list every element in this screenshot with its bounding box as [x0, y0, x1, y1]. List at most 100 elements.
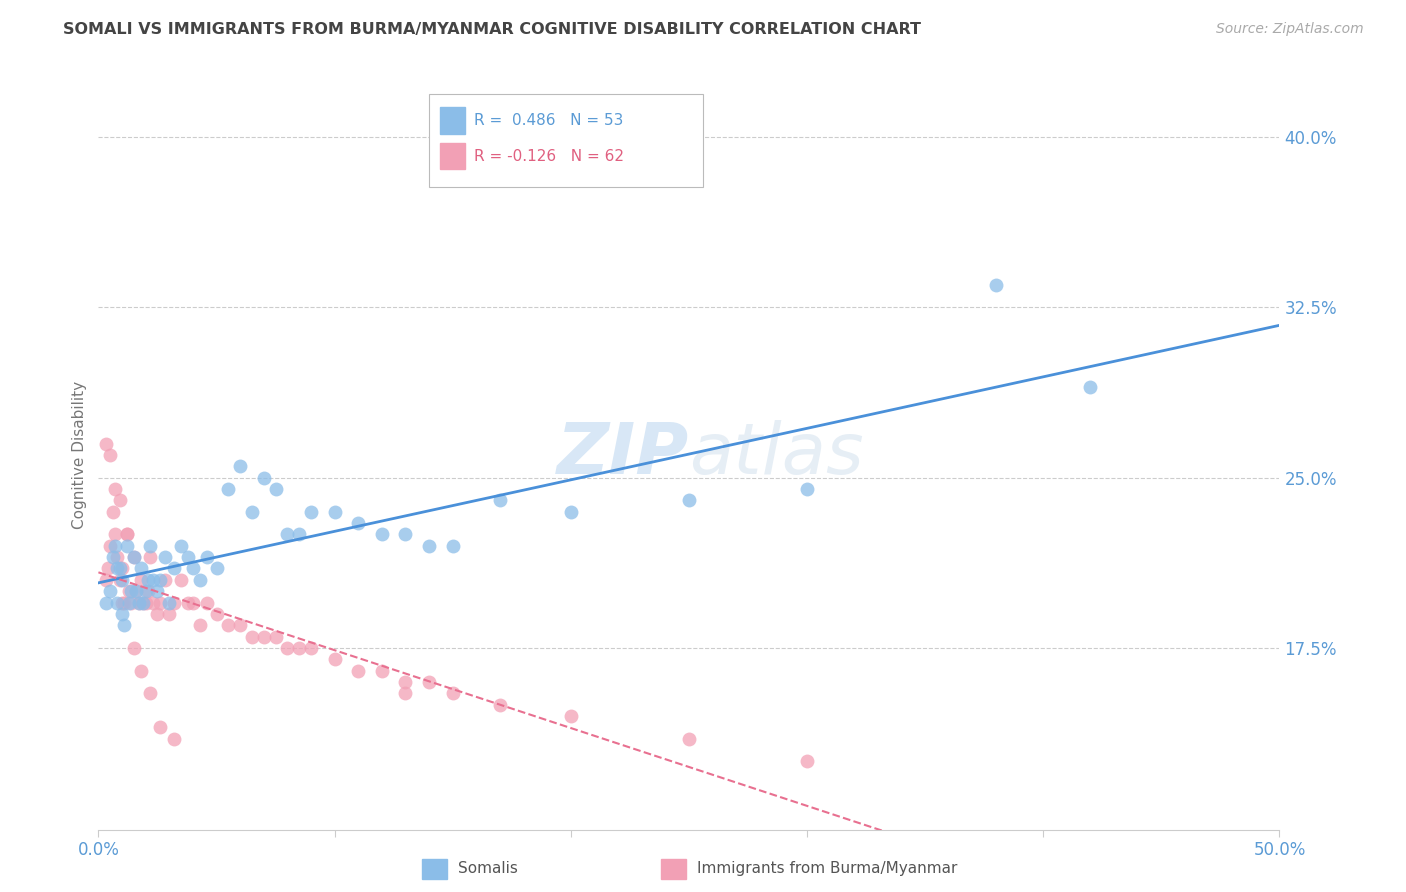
Point	[276, 527, 298, 541]
Point	[118, 595, 141, 609]
Point	[195, 550, 218, 565]
Point	[98, 584, 121, 599]
Point	[157, 595, 180, 609]
Point	[129, 561, 152, 575]
Point	[149, 573, 172, 587]
Point	[111, 595, 134, 609]
Point	[94, 436, 117, 450]
Point	[101, 550, 124, 565]
Point	[115, 539, 138, 553]
Point	[121, 595, 143, 609]
Point	[323, 505, 346, 519]
Text: R =  0.486   N = 53: R = 0.486 N = 53	[474, 113, 623, 128]
Point	[97, 561, 120, 575]
Point	[163, 561, 186, 575]
Point	[125, 584, 148, 599]
Point	[678, 493, 700, 508]
Point	[489, 698, 512, 712]
Point	[139, 539, 162, 553]
Text: SOMALI VS IMMIGRANTS FROM BURMA/MYANMAR COGNITIVE DISABILITY CORRELATION CHART: SOMALI VS IMMIGRANTS FROM BURMA/MYANMAR …	[63, 22, 921, 37]
Point	[112, 595, 135, 609]
Point	[796, 755, 818, 769]
Point	[323, 652, 346, 666]
Point	[229, 618, 252, 632]
Point	[128, 595, 150, 609]
Point	[418, 539, 440, 553]
Text: ZIP: ZIP	[557, 420, 689, 490]
Point	[163, 731, 186, 746]
Point	[135, 595, 157, 609]
Text: R = -0.126   N = 62: R = -0.126 N = 62	[474, 149, 624, 163]
Point	[489, 493, 512, 508]
Point	[153, 550, 176, 565]
Point	[129, 573, 152, 587]
Point	[560, 505, 582, 519]
Point	[104, 539, 127, 553]
Point	[678, 731, 700, 746]
Point	[394, 527, 416, 541]
Point	[118, 584, 141, 599]
Point	[108, 561, 131, 575]
Point	[115, 527, 138, 541]
Point	[105, 595, 128, 609]
Point	[136, 584, 159, 599]
Point	[240, 630, 263, 644]
Text: Source: ZipAtlas.com: Source: ZipAtlas.com	[1216, 22, 1364, 37]
Point	[371, 664, 394, 678]
Point	[205, 561, 228, 575]
Point	[139, 686, 162, 700]
Point	[177, 595, 200, 609]
Point	[441, 686, 464, 700]
Point	[149, 720, 172, 734]
Point	[129, 664, 152, 678]
Point	[115, 527, 138, 541]
Point	[181, 561, 204, 575]
Point	[132, 595, 155, 609]
Point	[105, 561, 128, 575]
Point	[394, 675, 416, 690]
Point	[195, 595, 218, 609]
Point	[132, 595, 155, 609]
Point	[108, 493, 131, 508]
Point	[122, 550, 145, 565]
Point	[139, 550, 162, 565]
Point	[299, 640, 322, 655]
Point	[94, 573, 117, 587]
Point	[217, 618, 239, 632]
Point	[177, 550, 200, 565]
Point	[98, 448, 121, 462]
Point	[111, 573, 134, 587]
Text: Immigrants from Burma/Myanmar: Immigrants from Burma/Myanmar	[697, 862, 957, 876]
Point	[984, 277, 1007, 292]
Point	[170, 573, 193, 587]
Point	[347, 664, 370, 678]
Point	[101, 505, 124, 519]
Point	[288, 640, 311, 655]
Point	[240, 505, 263, 519]
Point	[122, 640, 145, 655]
Point	[394, 686, 416, 700]
Point	[217, 482, 239, 496]
Point	[1080, 380, 1102, 394]
Point	[288, 527, 311, 541]
Point	[188, 573, 211, 587]
Point	[105, 550, 128, 565]
Point	[142, 573, 165, 587]
Point	[128, 595, 150, 609]
Point	[121, 584, 143, 599]
Point	[104, 527, 127, 541]
Point	[276, 640, 298, 655]
Point	[441, 539, 464, 553]
Point	[299, 505, 322, 519]
Point	[229, 459, 252, 474]
Point	[112, 618, 135, 632]
Point	[135, 584, 157, 599]
Point	[125, 584, 148, 599]
Point	[253, 630, 276, 644]
Point	[146, 584, 169, 599]
Point	[157, 607, 180, 621]
Point	[104, 482, 127, 496]
Point	[371, 527, 394, 541]
Point	[347, 516, 370, 530]
Point	[136, 573, 159, 587]
